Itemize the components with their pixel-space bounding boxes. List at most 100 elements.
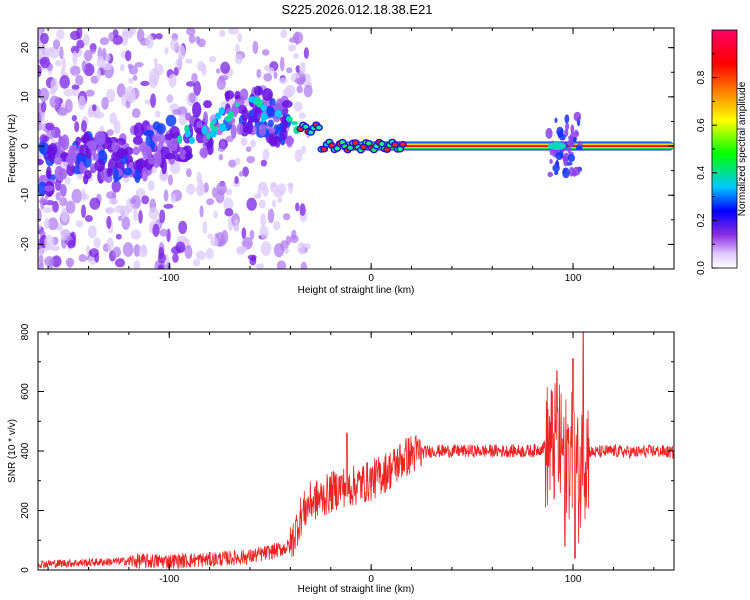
colorbar-tick-label: 0.0	[696, 261, 707, 275]
band-blob	[192, 101, 202, 118]
noise-blob	[228, 28, 239, 35]
burst-blob	[565, 122, 570, 131]
noise-blob	[71, 114, 77, 122]
band-highlight	[260, 117, 266, 123]
noise-blob	[125, 85, 136, 101]
noise-blob	[186, 28, 196, 36]
noise-blob	[299, 61, 306, 75]
noise-blob	[218, 153, 223, 161]
noise-blob	[173, 66, 179, 77]
burst-blob	[575, 145, 583, 151]
noise-blob	[188, 34, 196, 44]
noise-blob	[293, 101, 303, 112]
noise-blob	[65, 200, 76, 214]
carrier-line-layer-5	[340, 145, 674, 147]
burst-blob	[555, 159, 560, 169]
noise-blob	[121, 216, 131, 230]
noise-blob	[250, 255, 256, 262]
noise-blob	[44, 256, 55, 267]
colorbar-tick-label: 0.6	[696, 118, 707, 132]
band-highlight	[220, 126, 228, 132]
noise-blob	[65, 257, 75, 268]
burst-blob	[570, 124, 575, 135]
noise-blob	[106, 88, 116, 103]
band-blob	[232, 106, 240, 115]
noise-blob	[112, 246, 122, 258]
noise-blob	[284, 247, 290, 254]
noise-blob	[106, 215, 112, 229]
noise-blob	[245, 146, 252, 152]
noise-blob	[185, 168, 192, 178]
noise-blob	[133, 207, 138, 222]
noise-blob	[201, 63, 207, 77]
noise-blob	[119, 63, 125, 72]
burst-blob	[564, 114, 570, 124]
y-tick-label: 600	[20, 383, 31, 400]
band-blob	[75, 136, 82, 146]
carrier-wobble-inner	[321, 147, 327, 152]
colorbar-tick-label: 0.4	[696, 165, 707, 179]
noise-blob	[172, 253, 179, 263]
noise-blob	[273, 220, 281, 231]
noise-blob	[99, 37, 110, 46]
noise-blob	[170, 193, 177, 204]
noise-blob	[186, 183, 196, 195]
noise-blob	[177, 45, 186, 60]
noise-blob	[218, 74, 229, 81]
band-blob	[132, 135, 143, 145]
noise-blob	[130, 229, 142, 240]
noise-blob	[71, 188, 83, 204]
noise-blob	[155, 33, 163, 40]
band-blob	[94, 130, 106, 146]
band-highlight	[234, 102, 240, 107]
noise-blob	[122, 28, 133, 37]
noise-blob	[210, 236, 219, 247]
noise-blob	[81, 204, 87, 219]
burst-blob	[570, 141, 575, 147]
noise-blob	[112, 29, 119, 38]
burst-blob	[554, 170, 559, 176]
colorbar-gradient	[711, 29, 738, 269]
noise-blob	[140, 80, 150, 87]
noise-blob	[228, 159, 237, 168]
noise-blob	[60, 207, 69, 223]
burst-core	[547, 142, 566, 151]
noise-blob	[172, 108, 181, 116]
burst-blob	[572, 166, 581, 176]
burst-blob	[568, 166, 575, 177]
noise-blob	[260, 159, 267, 167]
band-highlight	[255, 98, 263, 108]
noise-blob	[225, 188, 233, 196]
noise-blob	[135, 187, 146, 198]
noise-blob	[49, 95, 60, 109]
noise-blob	[301, 145, 307, 155]
noise-blob	[55, 191, 61, 201]
band-blob	[267, 119, 274, 128]
snr-series-line	[38, 332, 674, 570]
band-blob	[105, 136, 112, 144]
band-blob	[165, 114, 177, 127]
noise-blob	[159, 209, 166, 224]
noise-blob	[45, 122, 55, 131]
y-tick-label: -10	[20, 188, 31, 203]
band-blob	[100, 167, 109, 182]
carrier-wobble-inner	[397, 147, 403, 152]
x-tick-label: 0	[368, 273, 374, 284]
noise-blob	[113, 120, 121, 134]
band-blob	[236, 122, 244, 135]
snr-panel: -100 0 100 0 200 400 600 800 Height of straight…	[7, 323, 675, 595]
noise-blob	[108, 32, 115, 42]
band-highlight	[218, 107, 225, 115]
spectrogram-y-label: Frequency (Hz)	[7, 114, 18, 183]
band-blob	[69, 145, 76, 153]
band-blob	[43, 185, 54, 192]
colorbar-ticks: 0.0 0.2 0.4 0.6 0.8	[696, 53, 717, 275]
noise-blob	[256, 68, 262, 79]
noise-blob	[285, 235, 291, 246]
noise-blob	[147, 180, 155, 192]
noise-blob	[294, 77, 305, 85]
band-blob	[156, 123, 166, 135]
band-blob	[242, 125, 249, 133]
band-blob	[261, 88, 273, 101]
